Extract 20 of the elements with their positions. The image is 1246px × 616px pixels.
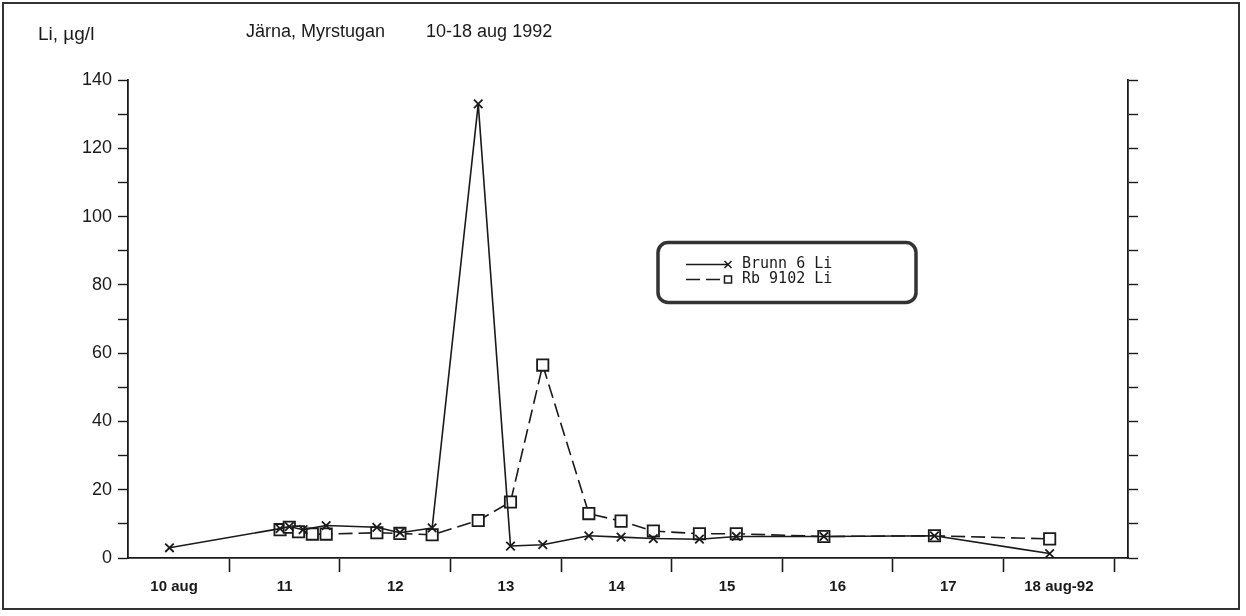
legend-label: Rb 9102 Li [742,269,833,288]
y-tick-label: 140 [81,68,112,89]
x-tick-label: 11 [276,577,293,595]
x-tick-label: 13 [497,577,515,595]
y-tick-label: 100 [81,205,112,226]
x-tick-label: 10 aug [150,577,198,595]
x-tick-label: 14 [608,577,626,595]
y-tick-label: 40 [91,410,112,431]
x-tick-label: 18 aug-92 [1024,577,1094,595]
y-tick-label: 60 [91,342,112,363]
y-axis-title: Li, µg/l [38,23,95,44]
x-tick-label: 15 [718,577,736,595]
y-tick-label: 80 [91,273,112,294]
x-tick-label: 17 [939,577,957,595]
y-tick-label: 20 [91,478,112,499]
y-tick-label: 0 [101,546,112,567]
x-tick-label: 16 [829,577,847,595]
y-tick-label: 120 [81,137,112,158]
x-tick-label: 12 [386,577,404,595]
chart-title: Järna, Myrstugan 10-18 aug 1992 [246,21,553,41]
